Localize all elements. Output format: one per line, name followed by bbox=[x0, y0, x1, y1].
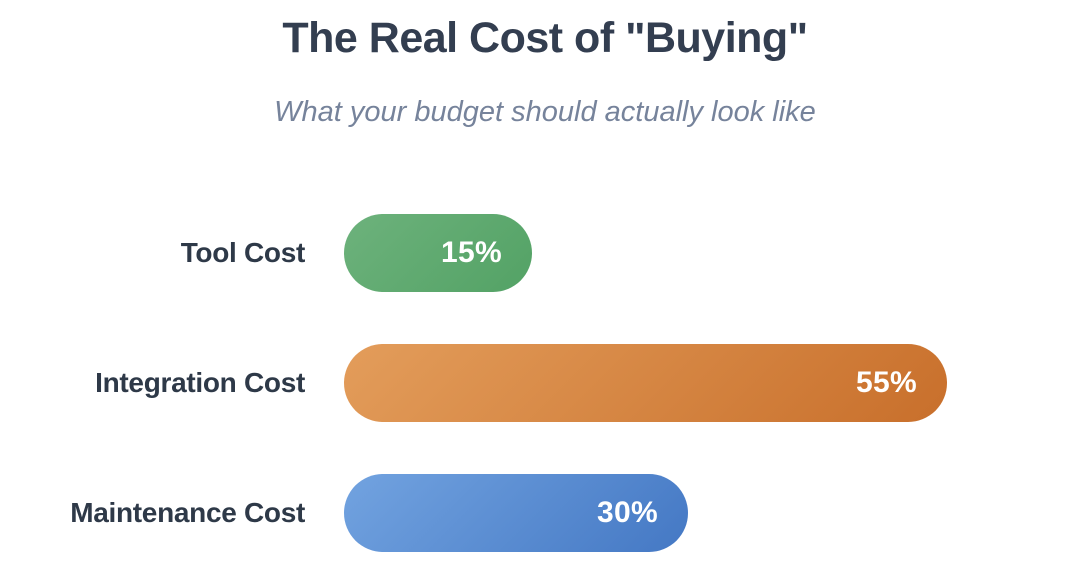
bar-integration-cost: 55% bbox=[344, 344, 947, 422]
bar-category-label: Integration Cost bbox=[95, 367, 305, 398]
bar-category-label: Tool Cost bbox=[180, 237, 306, 268]
chart-title: The Real Cost of "Buying" bbox=[282, 14, 808, 62]
bar-category-label: Maintenance Cost bbox=[70, 497, 305, 528]
chart-header: The Real Cost of "Buying" What your budg… bbox=[0, 0, 1090, 129]
bar-value-label: 55% bbox=[856, 366, 917, 399]
bar-chart: Tool Cost 15% Integration Cost 55% Maintenan… bbox=[0, 214, 1090, 552]
bar-tool-cost: 15% bbox=[344, 214, 532, 292]
bar-track: 30% bbox=[344, 474, 1090, 552]
bar-track: 55% bbox=[344, 344, 1090, 422]
bar-row-tool-cost: Tool Cost 15% bbox=[0, 214, 1090, 292]
bar-value-label: 15% bbox=[441, 236, 502, 269]
bar-maintenance-cost: 30% bbox=[344, 474, 688, 552]
chart-subtitle: What your budget should actually look li… bbox=[274, 96, 816, 128]
bar-row-integration-cost: Integration Cost 55% bbox=[0, 344, 1090, 422]
bar-row-maintenance-cost: Maintenance Cost 30% bbox=[0, 474, 1090, 552]
bar-value-label: 30% bbox=[597, 496, 658, 529]
bar-track: 15% bbox=[344, 214, 1090, 292]
